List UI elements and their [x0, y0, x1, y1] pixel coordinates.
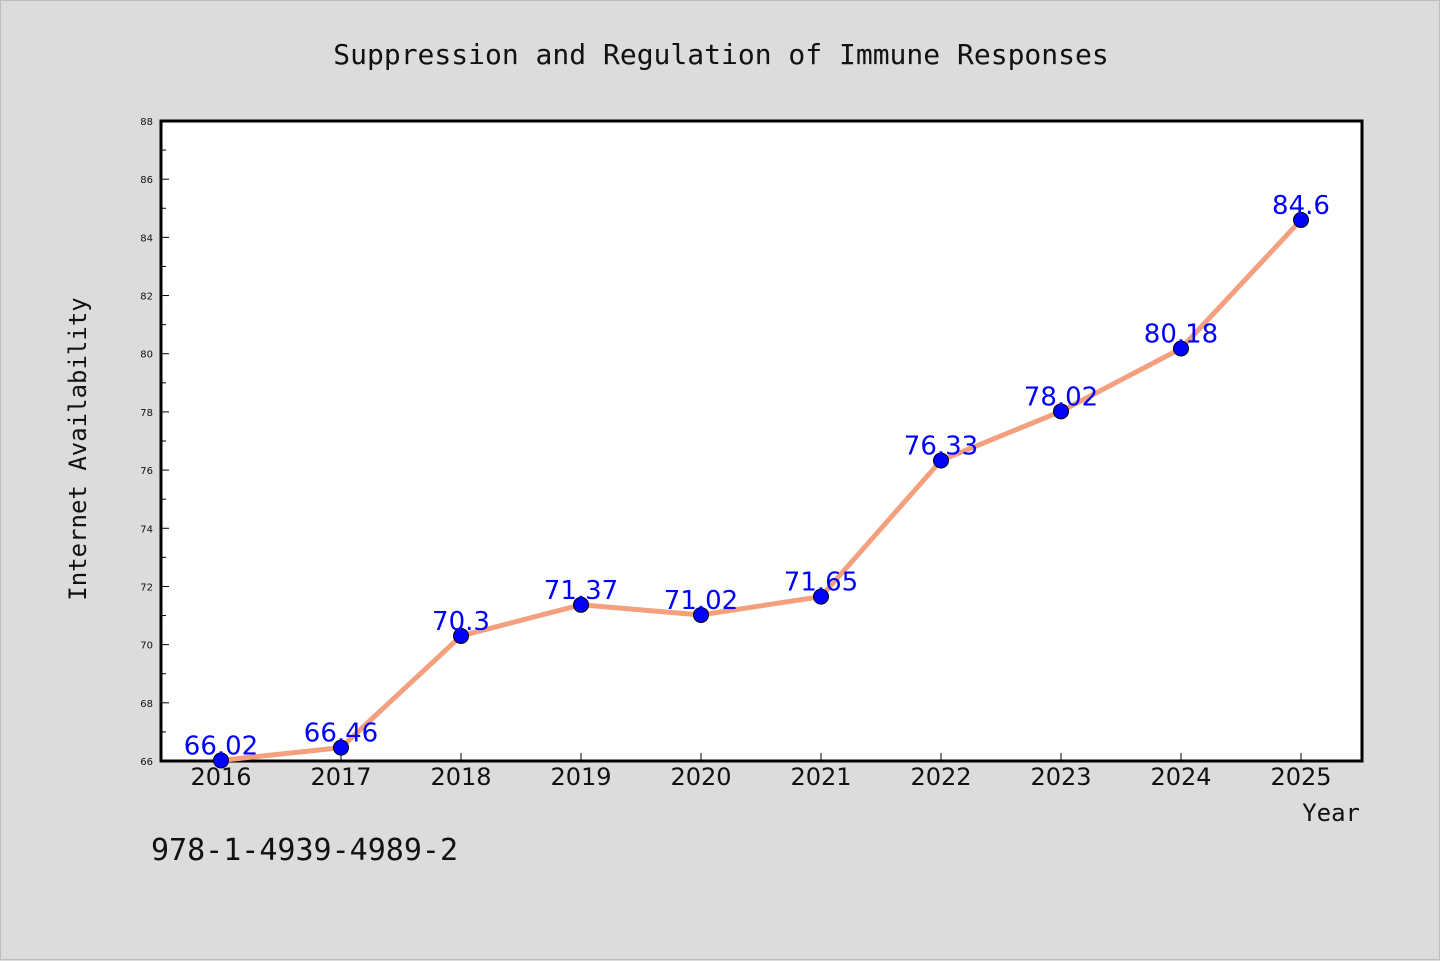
y-tick-label: 84 — [140, 233, 153, 244]
data-label: 70.3 — [432, 607, 490, 637]
x-tick-label: 2019 — [550, 763, 611, 791]
y-tick-label: 68 — [140, 699, 153, 710]
data-label: 84.6 — [1272, 191, 1330, 221]
y-tick-label: 74 — [140, 524, 153, 535]
y-tick-label: 88 — [140, 117, 153, 128]
chart-title: Suppression and Regulation of Immune Res… — [333, 38, 1108, 71]
x-tick-label: 2017 — [310, 763, 371, 791]
y-tick-label: 66 — [140, 757, 153, 768]
data-point-marker — [1053, 403, 1069, 420]
y-tick-label: 78 — [140, 408, 153, 419]
plot-area — [159, 119, 1364, 763]
data-point-marker — [573, 596, 589, 613]
data-label: 80.18 — [1144, 319, 1218, 349]
data-point-marker — [1173, 340, 1189, 357]
y-axis-label: Internet Availability — [64, 297, 92, 600]
data-point-marker — [693, 606, 709, 623]
data-label: 71.65 — [784, 568, 858, 598]
x-tick-label: 2024 — [1150, 763, 1211, 791]
data-point-marker — [933, 452, 949, 469]
x-axis: 2016 2017 2018 2019 2020 2021 2022 2023 2024 2025 — [190, 753, 1332, 791]
x-tick-label: 2021 — [790, 763, 851, 791]
data-label: 71.02 — [664, 586, 738, 616]
data-label: 71.37 — [544, 576, 618, 606]
data-point-marker — [1293, 211, 1309, 228]
y-tick-label: 72 — [140, 582, 153, 593]
x-axis-label: Year — [1302, 799, 1360, 827]
data-point-marker — [453, 627, 469, 644]
series-line-group — [213, 211, 1309, 769]
y-axis: 66 68 70 72 74 76 78 80 82 84 86 88 — [140, 117, 169, 768]
x-tick-label: 2020 — [670, 763, 731, 791]
x-tick-label: 2018 — [430, 763, 491, 791]
y-tick-label: 76 — [140, 466, 153, 477]
y-tick-label: 82 — [140, 292, 153, 303]
data-label: 66.46 — [304, 719, 378, 749]
x-tick-label: 2025 — [1270, 763, 1331, 791]
y-tick-label: 80 — [140, 350, 153, 361]
x-tick-label: 2022 — [910, 763, 971, 791]
x-tick-label: 2023 — [1030, 763, 1091, 791]
data-label: 78.02 — [1024, 382, 1098, 412]
data-point-marker — [333, 739, 349, 756]
data-label: 76.33 — [904, 431, 978, 461]
series-line — [220, 218, 1303, 763]
y-tick-label: 70 — [140, 641, 153, 652]
data-point-marker — [813, 588, 829, 605]
data-labels-group: 66.02 66.46 70.3 71.37 71.02 71.65 76.33 78.02 8… — [184, 191, 1330, 762]
y-tick-label: 86 — [140, 175, 153, 186]
data-point-marker — [213, 752, 229, 769]
footer-code: 978-1-4939-4989-2 — [151, 833, 459, 868]
data-label: 66.02 — [184, 731, 258, 761]
